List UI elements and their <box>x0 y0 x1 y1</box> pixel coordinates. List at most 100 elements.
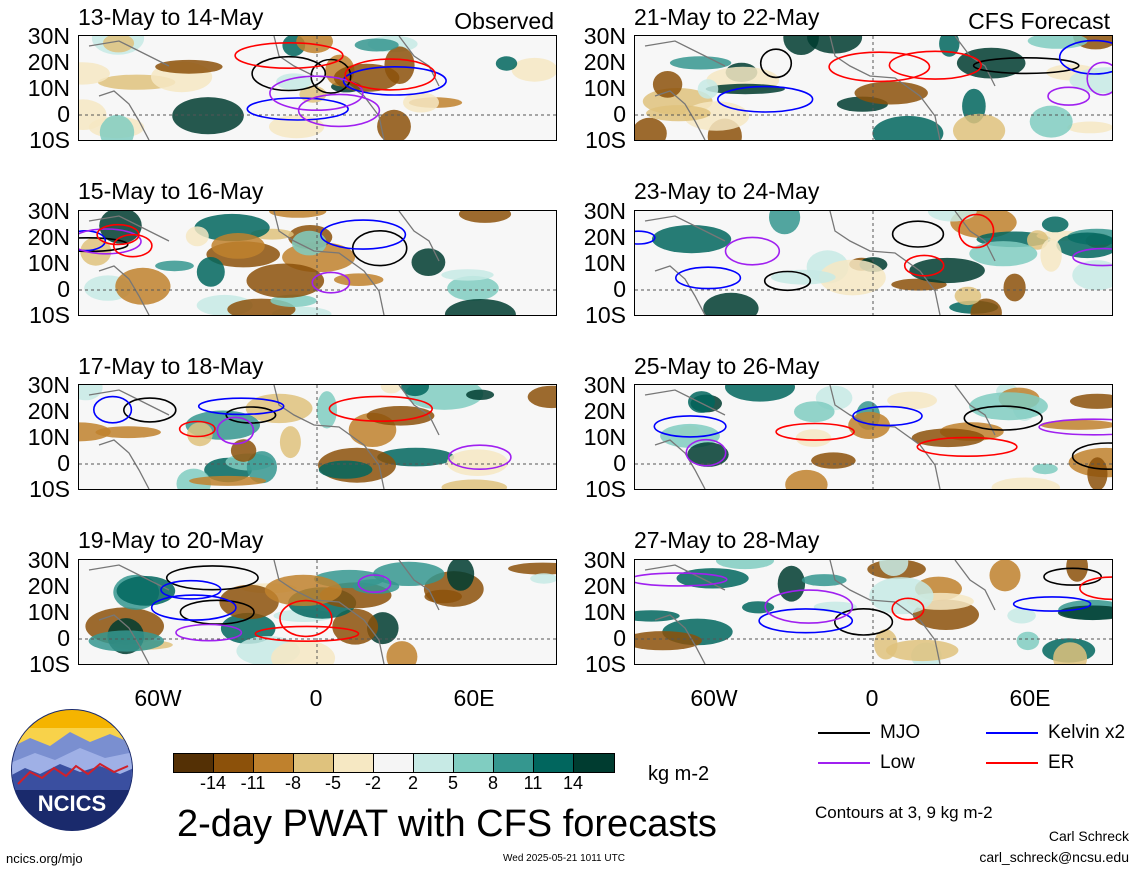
field-blob <box>458 211 512 223</box>
panel-tag-cfs-forecast: CFS Forecast <box>968 8 1110 34</box>
field-blob <box>189 475 267 486</box>
contour-mjo <box>1043 567 1103 586</box>
legend-low-label: Low <box>880 752 915 773</box>
lat-label-right-3-1: 20N <box>583 573 626 599</box>
contour-er <box>328 395 433 422</box>
colorbar-label-4: -2 <box>364 773 381 793</box>
lat-label-left-1-0: 30N <box>27 198 70 224</box>
field-blob <box>635 610 680 622</box>
field-blob <box>187 422 213 447</box>
lat-label-right-0-1: 20N <box>583 49 626 75</box>
panel-title-6: 25-May to 26-May <box>634 353 820 379</box>
field-blob <box>1041 216 1069 233</box>
colorbar-label-9: 14 <box>562 773 584 793</box>
field-blob <box>970 298 1002 315</box>
field-blob <box>703 292 759 315</box>
lat-label-left-1-2: 10N <box>27 250 70 276</box>
contour-kelvin-x2 <box>197 397 285 416</box>
field-blob <box>1032 463 1058 475</box>
lon-label-60w-left: 60W <box>134 685 182 711</box>
contour-kelvin-x2 <box>758 608 854 634</box>
contour-kelvin-x2 <box>716 85 814 113</box>
panel-title-2: 21-May to 22-May <box>634 4 820 30</box>
contour-note: Contours at 3, 9 kg m-2 <box>815 803 993 822</box>
contour-low <box>1086 61 1112 96</box>
field-blob <box>172 97 244 135</box>
field-blob <box>446 449 508 476</box>
main-title: 2-day PWAT with CFS forecasts <box>177 803 717 845</box>
legend-kelvin: Kelvin x2 <box>986 722 1125 744</box>
legend-mjo: MJO <box>818 722 920 744</box>
contour-kelvin-x2 <box>852 405 923 427</box>
field-blob <box>334 273 384 286</box>
field-blob <box>316 391 337 429</box>
field-blob <box>115 267 171 305</box>
contour-er <box>916 436 1018 458</box>
field-blob <box>887 391 937 410</box>
lat-label-left-1-4: 10S <box>29 302 70 328</box>
colorbar-swatch-3 <box>294 754 334 772</box>
contour-low <box>635 572 728 587</box>
coastline <box>88 385 440 489</box>
field-blob <box>246 263 325 298</box>
colorbar-swatch-5 <box>374 754 414 772</box>
field-blob <box>819 259 886 296</box>
contour-er <box>775 422 855 441</box>
lat-label-right-3-4: 10S <box>585 651 626 677</box>
contour-mjo <box>972 56 1080 75</box>
map-field <box>79 385 556 489</box>
field-blob <box>508 562 556 575</box>
contour-low <box>297 93 381 128</box>
colorbar-label-5: 2 <box>407 773 418 793</box>
lat-label-right-1-3: 0 <box>613 276 626 302</box>
coastline <box>88 211 440 315</box>
field-blob <box>185 226 209 247</box>
author-email: carl_schreck@ncsu.edu <box>979 849 1129 865</box>
panel-title-7: 19-May to 20-May <box>78 527 264 553</box>
lat-label-left-3-3: 0 <box>57 625 70 651</box>
field-blob <box>939 36 960 57</box>
colorbar-label-0: -14 <box>199 773 226 793</box>
contour-er <box>1079 576 1112 601</box>
contour-low <box>175 623 243 642</box>
lat-label-right-2-4: 10S <box>585 476 626 502</box>
panel-title-8: 27-May to 28-May <box>634 527 820 553</box>
field-blob <box>279 426 301 459</box>
field-blob <box>953 113 1006 140</box>
colorbar-swatch-9 <box>534 754 574 772</box>
field-blob <box>1066 560 1088 582</box>
contour-kelvin-x2 <box>1058 39 1112 75</box>
contour-kelvin-x2 <box>674 266 742 290</box>
field-blob <box>794 401 835 423</box>
field-blob <box>246 451 277 484</box>
field-blob <box>991 477 1060 489</box>
field-blob <box>380 385 402 394</box>
colorbar-label-6: 5 <box>447 773 458 793</box>
panel-title-3: 15-May to 16-May <box>78 178 264 204</box>
map-panel-5 <box>78 384 557 490</box>
field-blob <box>1003 273 1026 302</box>
coastline <box>644 560 996 664</box>
field-blob <box>386 641 418 664</box>
map-panel-3 <box>78 210 557 316</box>
field-blob <box>771 269 836 285</box>
field-blob <box>466 389 495 400</box>
field-blob <box>872 115 944 140</box>
lat-label-right-2-3: 0 <box>613 450 626 476</box>
field-blob <box>377 109 411 140</box>
colorbar-swatch-0 <box>174 754 214 772</box>
timestamp: Wed 2025-05-21 1011 UTC <box>503 853 625 864</box>
contour-er <box>958 213 995 249</box>
legend-mjo-label: MJO <box>880 722 921 743</box>
field-blob <box>1057 605 1112 621</box>
colorbar-label-3: -5 <box>324 773 341 793</box>
field-blob <box>785 469 828 489</box>
lat-label-right-0-3: 0 <box>613 101 626 127</box>
field-blob <box>886 639 959 662</box>
lat-label-right-3-2: 10N <box>583 599 626 625</box>
field-blob <box>697 79 719 99</box>
legend-er: ER <box>986 752 1074 774</box>
field-blob <box>969 241 1038 267</box>
field-blob <box>954 286 982 306</box>
field-blob <box>646 105 711 122</box>
